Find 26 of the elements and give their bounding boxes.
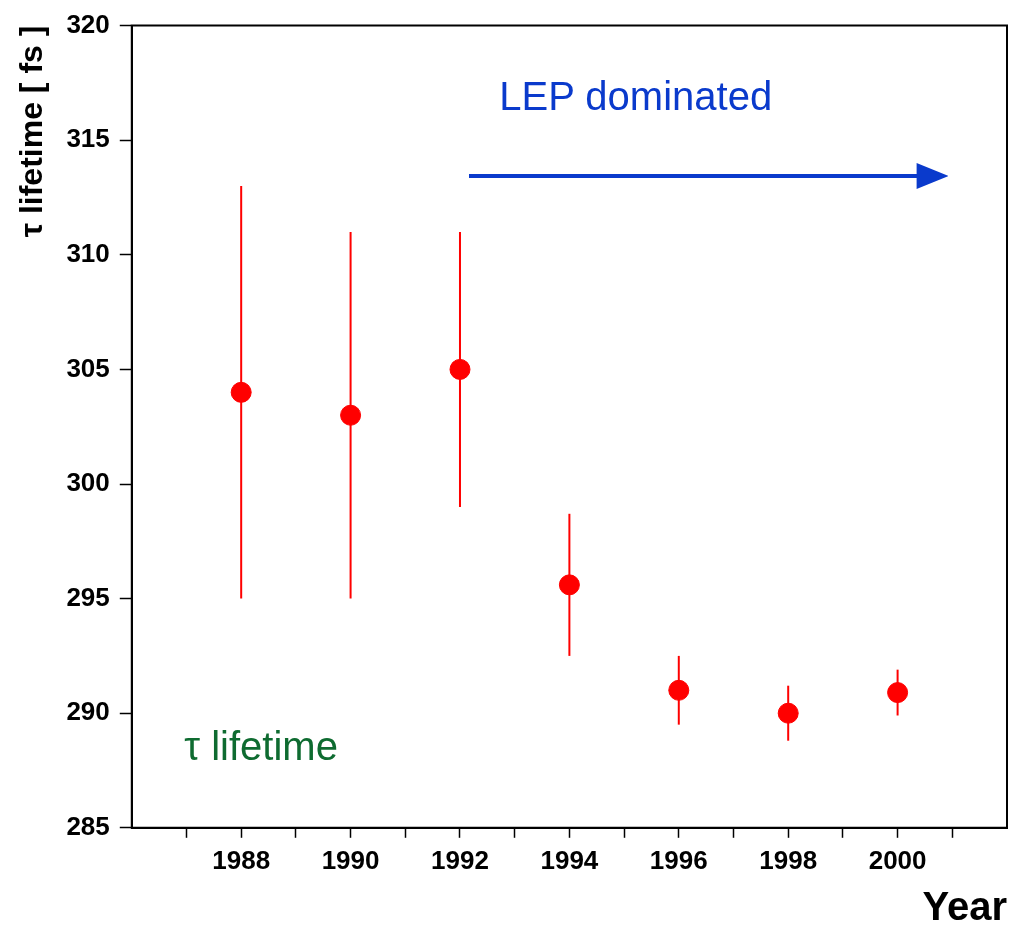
y-tick-label: 320 (66, 8, 110, 39)
x-tick-label: 2000 (868, 844, 927, 875)
y-tick-label: 305 (66, 352, 110, 383)
point (887, 682, 909, 704)
point (777, 702, 799, 724)
x-tick-label: 1988 (212, 844, 271, 875)
y-tick-label: 315 (66, 123, 110, 154)
x-tick-label: 1998 (759, 844, 818, 875)
annotation: LEP dominated (499, 73, 773, 119)
y-tick-label: 310 (66, 237, 110, 268)
point (558, 574, 580, 596)
y-tick-label: 300 (66, 467, 110, 498)
point (230, 381, 252, 403)
y-tick-label: 290 (66, 696, 110, 727)
annotation: τ lifetime (184, 723, 338, 769)
point (340, 404, 362, 426)
y-axis-title: τ lifetime [ fs ] (13, 25, 50, 238)
y-tick-label: 295 (66, 581, 110, 612)
x-tick-label: 1994 (540, 844, 599, 875)
x-tick-label: 1990 (321, 844, 380, 875)
y-tick-label: 285 (66, 810, 110, 841)
point (668, 679, 690, 701)
x-axis-title: Year (922, 884, 1007, 929)
x-tick-label: 1992 (431, 844, 489, 875)
point (449, 358, 471, 380)
x-tick-label: 1996 (649, 844, 708, 875)
